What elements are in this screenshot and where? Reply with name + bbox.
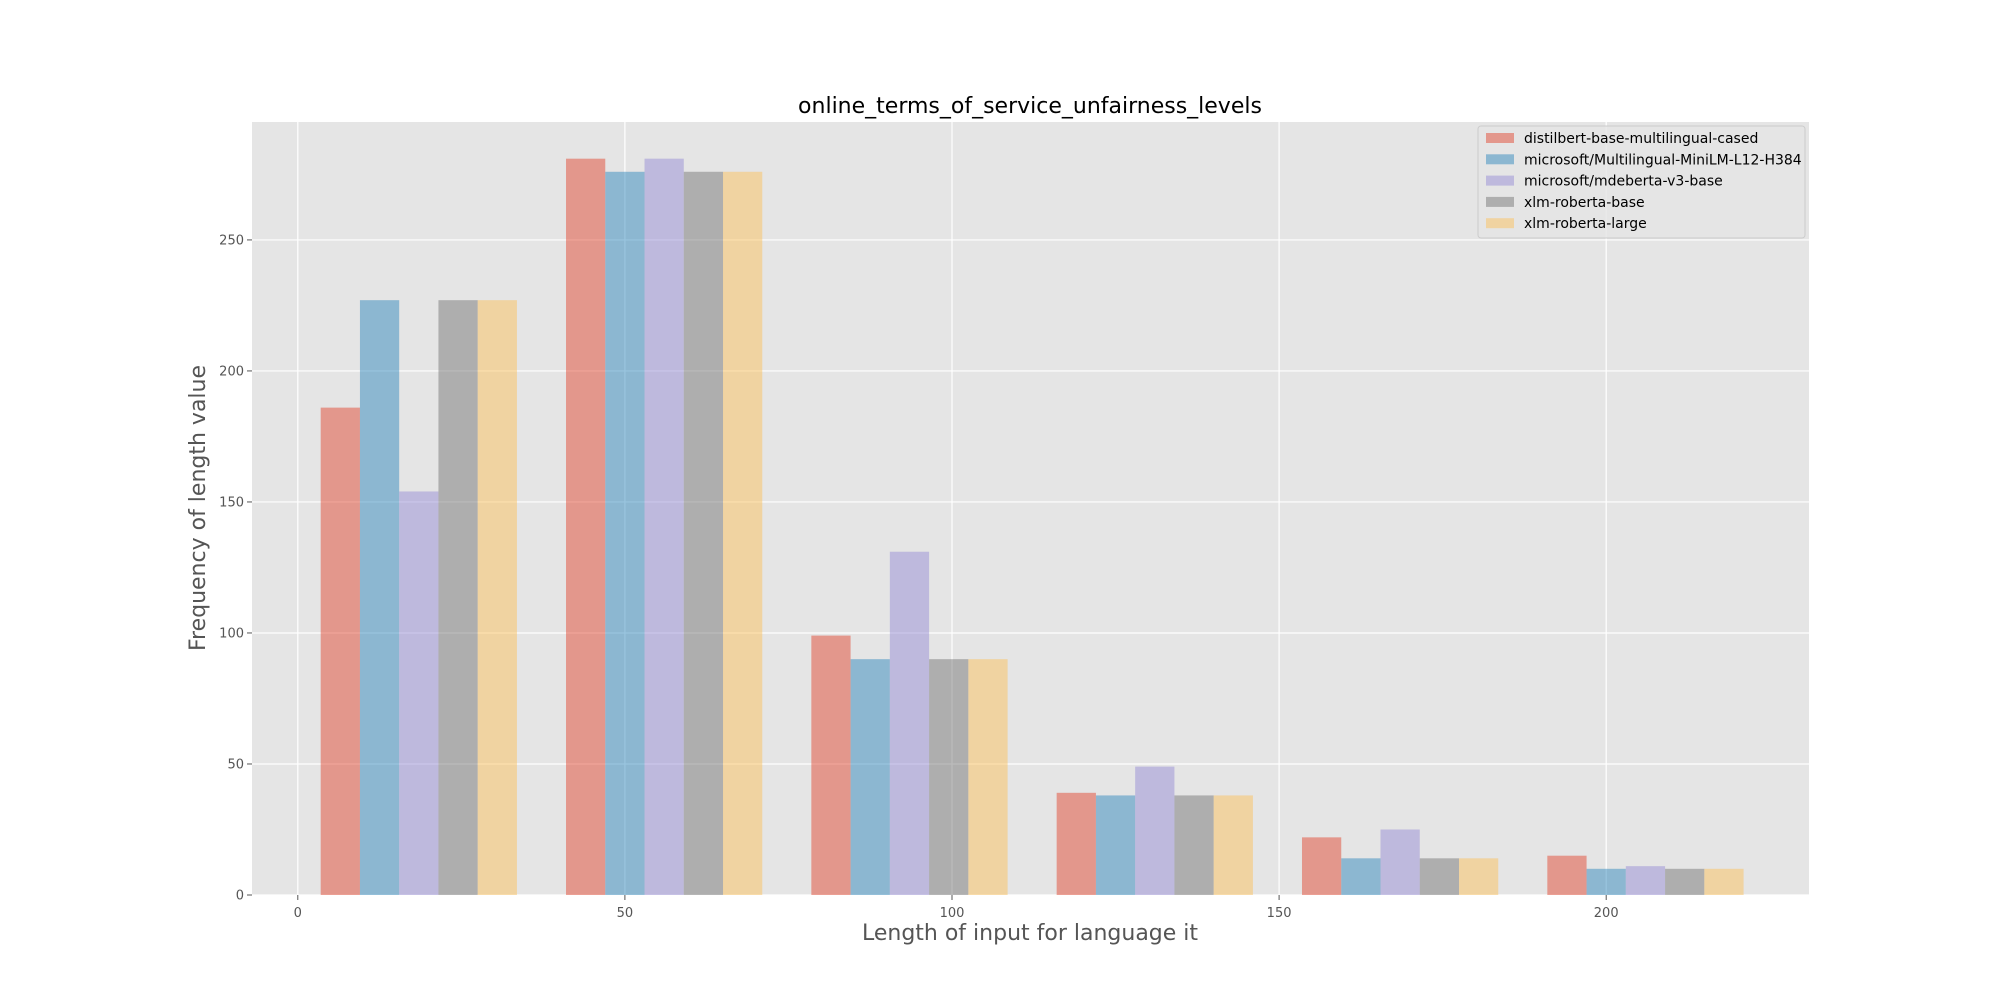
- legend-swatch: [1486, 154, 1514, 165]
- x-tick-label: 50: [617, 906, 634, 921]
- bar: [1174, 795, 1214, 895]
- legend-label: distilbert-base-multilingual-cased: [1524, 131, 1758, 147]
- x-tick-label: 0: [294, 906, 302, 921]
- y-tick-label: 100: [219, 626, 244, 641]
- legend: distilbert-base-multilingual-cased micros…: [1477, 125, 1806, 239]
- bar: [1586, 868, 1626, 895]
- bar: [1547, 855, 1587, 895]
- x-tick-label: 150: [1267, 906, 1292, 921]
- y-tick-label: 250: [219, 233, 244, 248]
- bars: [320, 158, 1744, 895]
- legend-swatch: [1486, 133, 1514, 143]
- bar: [1419, 858, 1460, 895]
- bar: [1625, 866, 1666, 895]
- y-tick-label: 200: [219, 364, 244, 379]
- bar: [1704, 868, 1744, 895]
- legend-frame: [1477, 125, 1806, 239]
- bar: [320, 407, 360, 895]
- y-tick-label: 150: [219, 495, 244, 510]
- bar: [811, 635, 851, 895]
- x-axis-title: Length of input for language it: [862, 921, 1198, 946]
- legend-label: xlm-roberta-base: [1524, 195, 1645, 211]
- bar: [889, 551, 930, 895]
- y-tick-label: 0: [236, 889, 244, 904]
- y-tick-label: 50: [227, 757, 244, 772]
- bar: [1135, 766, 1175, 895]
- bar: [477, 300, 517, 895]
- bar: [1301, 837, 1342, 895]
- legend-label: xlm-roberta-large: [1524, 216, 1647, 232]
- bar: [605, 171, 645, 895]
- legend-swatch: [1486, 175, 1514, 186]
- y-axis-title: Frequency of length value: [186, 365, 211, 651]
- bar: [1380, 829, 1420, 895]
- bar: [566, 158, 606, 895]
- bar: [1213, 795, 1253, 895]
- bar: [968, 659, 1008, 895]
- x-tick-label: 200: [1594, 906, 1619, 921]
- bar: [723, 171, 763, 895]
- bar: [399, 491, 439, 895]
- bar: [1665, 868, 1705, 895]
- axis-ticks: 0 50 100 150 200 0 50 100 150 200 250: [219, 233, 1618, 921]
- bar: [683, 171, 724, 895]
- legend-swatch: [1486, 196, 1514, 207]
- bar: [438, 300, 478, 895]
- bar: [1341, 858, 1381, 895]
- bar: [1056, 792, 1096, 895]
- bar: [644, 158, 684, 895]
- x-tick-label: 100: [940, 906, 965, 921]
- bar: [1459, 858, 1499, 895]
- chart-title: online_terms_of_service_unfairness_level…: [798, 94, 1262, 119]
- bar: [850, 659, 890, 895]
- legend-swatch: [1486, 218, 1514, 229]
- legend-label: microsoft/Multilingual-MiniLM-L12-H384: [1524, 152, 1802, 168]
- bar: [359, 300, 400, 895]
- legend-label: microsoft/mdeberta-v3-base: [1524, 174, 1723, 190]
- bar: [929, 659, 969, 895]
- bar: [1095, 795, 1136, 895]
